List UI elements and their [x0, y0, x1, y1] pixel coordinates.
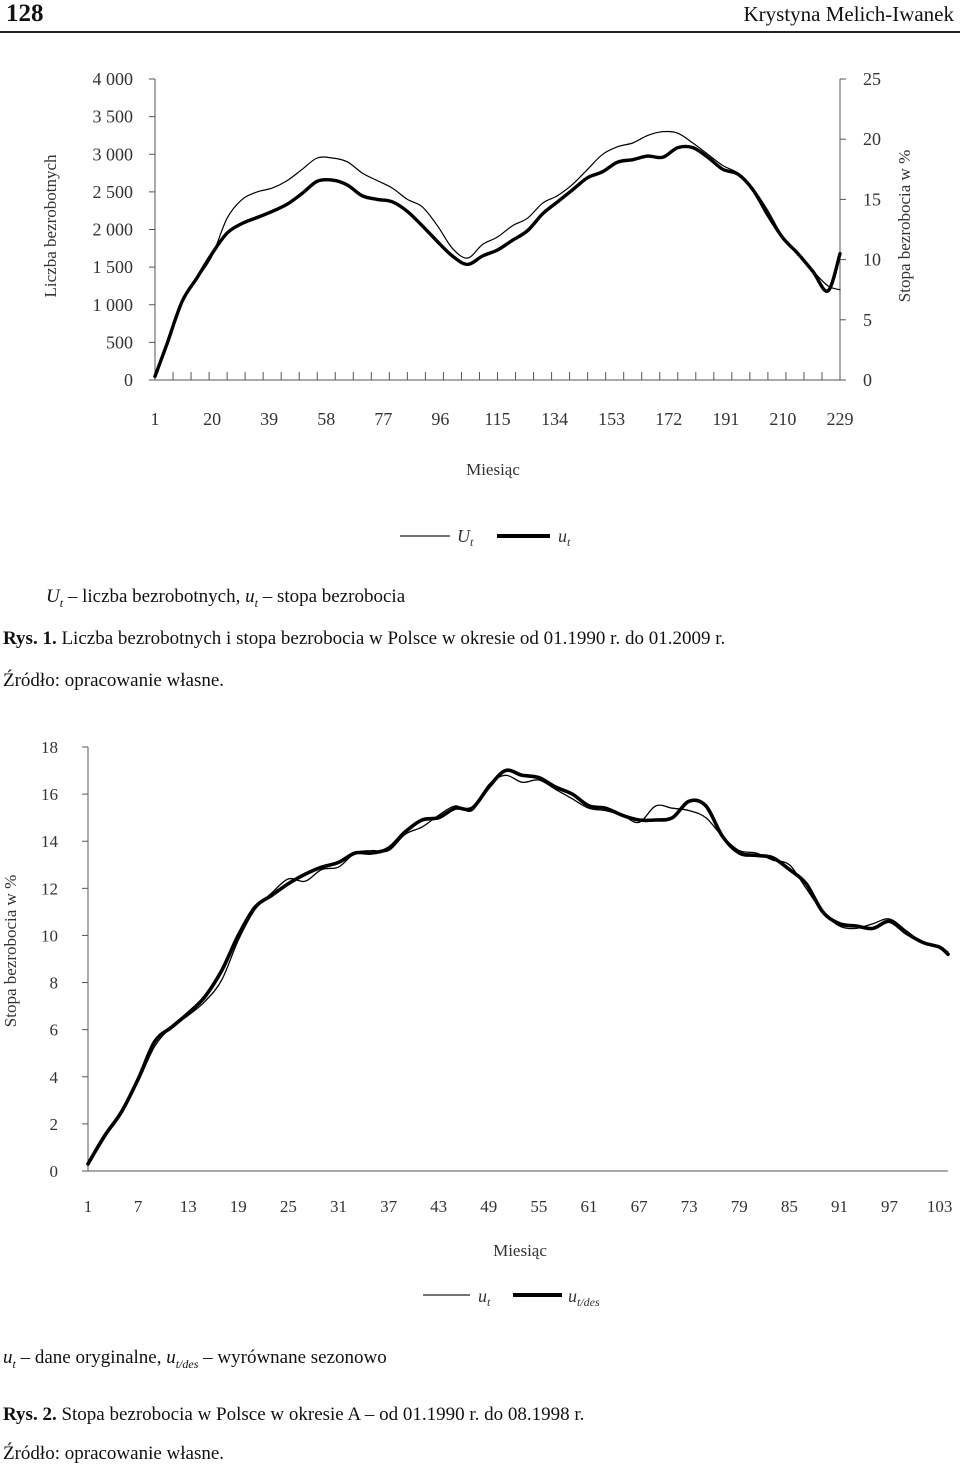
header-rule [0, 31, 960, 33]
figure-1-left-axis-label: Liczba bezrobotnych [41, 154, 60, 298]
x-tick-label: 1 [84, 1197, 93, 1216]
figure-2-axes: 0 2 4 6 8 10 12 14 16 18 1 7 13 19 25 31 37 43 49 55 61 67 73 7… [41, 738, 952, 1216]
y-left-tick-label: 3 000 [93, 144, 134, 164]
x-tick-label: 58 [317, 409, 335, 429]
y-tick-label: 4 [50, 1068, 59, 1087]
x-tick-label: 77 [374, 409, 392, 429]
figure-2-y-axis-label: Stopa bezrobocia w % [1, 875, 20, 1027]
y-left-tick-label: 2 000 [93, 220, 134, 240]
figure-2-note: ut – dane oryginalne, ut/des – wyrównane… [3, 1347, 387, 1371]
x-tick-label: 91 [831, 1197, 848, 1216]
figure-2-x-axis-label: Miesiąc [493, 1241, 547, 1260]
series-u-t-des-line [86, 768, 950, 1166]
y-left-tick-label: 3 500 [93, 107, 134, 127]
figure-1-note: Ut – liczba bezrobotnych, ut – stopa bez… [46, 586, 406, 610]
y-right-tick-label: 20 [863, 129, 881, 149]
x-tick-label: 49 [480, 1197, 497, 1216]
x-tick-label: 153 [598, 409, 625, 429]
y-tick-label: 2 [50, 1115, 59, 1134]
x-tick-label: 115 [484, 409, 510, 429]
legend-label-U-t: Ut [457, 526, 474, 549]
x-tick-label: 37 [380, 1197, 398, 1216]
x-tick-label: 97 [881, 1197, 899, 1216]
figure-1-chart: 0 500 1 000 1 500 2 000 2 500 3 000 3 500 4 000 0… [41, 69, 914, 549]
x-tick-label: 19 [230, 1197, 247, 1216]
figure-2-chart: 0 2 4 6 8 10 12 14 16 18 1 7 13 19 25 31 37 43 49 55 61 67 73 7… [1, 738, 952, 1309]
y-tick-label: 18 [41, 738, 58, 757]
series-u-t-line [153, 144, 842, 379]
x-tick-label: 96 [431, 409, 449, 429]
y-tick-label: 8 [50, 974, 59, 993]
figure-2-series [86, 768, 950, 1166]
x-tick-label: 191 [712, 409, 739, 429]
figure-1-source: Źródło: opracowanie własne. [3, 670, 225, 691]
y-right-tick-label: 0 [863, 370, 872, 390]
y-tick-label: 16 [41, 785, 58, 804]
y-tick-label: 12 [41, 879, 58, 898]
page-number: 128 [6, 0, 44, 27]
figure-1-axes: 0 500 1 000 1 500 2 000 2 500 3 000 3 500 4 000 0… [93, 69, 882, 429]
y-left-tick-label: 2 500 [93, 182, 134, 202]
running-head-author: Krystyna Melich-Iwanek [743, 2, 954, 26]
x-tick-label: 85 [781, 1197, 798, 1216]
x-tick-label: 67 [631, 1197, 649, 1216]
x-tick-label: 61 [580, 1197, 597, 1216]
y-left-tick-label: 0 [124, 370, 133, 390]
y-tick-label: 14 [41, 832, 59, 851]
x-tick-label: 39 [260, 409, 278, 429]
y-tick-label: 0 [50, 1162, 59, 1181]
x-tick-label: 7 [134, 1197, 143, 1216]
figure-1-caption: Rys. 1. Liczba bezrobotnych i stopa bezr… [3, 628, 726, 649]
legend-label-u-t-des: ut/des [568, 1286, 600, 1309]
series-u-t-line [87, 774, 949, 1165]
x-tick-label: 210 [769, 409, 796, 429]
figure-2-source: Źródło: opracowanie własne. [3, 1443, 225, 1464]
y-left-tick-label: 500 [106, 332, 133, 352]
y-right-tick-label: 15 [863, 189, 881, 209]
x-tick-label: 1 [151, 409, 160, 429]
figure-2-caption: Rys. 2. Stopa bezrobocia w Polsce w okre… [3, 1404, 585, 1425]
x-tick-label: 229 [827, 409, 854, 429]
series-U-t-line [154, 130, 841, 375]
figure-1-series [153, 130, 842, 379]
y-left-tick-label: 1 500 [93, 257, 134, 277]
y-tick-label: 6 [50, 1021, 59, 1040]
x-tick-label: 172 [655, 409, 682, 429]
x-tick-label: 134 [541, 409, 568, 429]
y-right-tick-label: 25 [863, 69, 881, 89]
y-left-tick-label: 4 000 [93, 69, 134, 89]
figure-1-x-axis-label: Miesiąc [466, 460, 520, 479]
x-tick-label: 13 [180, 1197, 197, 1216]
figure-1-right-axis-label: Stopa bezrobocia w % [895, 150, 914, 302]
legend-label-u-t: ut [478, 1286, 491, 1309]
x-tick-label: 31 [330, 1197, 347, 1216]
legend-label-u-t: ut [558, 526, 571, 549]
y-left-tick-label: 1 000 [93, 295, 134, 315]
y-right-tick-label: 5 [863, 310, 872, 330]
x-tick-label: 103 [927, 1197, 953, 1216]
x-tick-label: 55 [530, 1197, 547, 1216]
x-tick-label: 79 [731, 1197, 748, 1216]
x-tick-label: 25 [280, 1197, 297, 1216]
x-tick-label: 43 [430, 1197, 447, 1216]
y-right-tick-label: 10 [863, 250, 881, 270]
x-tick-label: 20 [203, 409, 221, 429]
y-tick-label: 10 [41, 926, 58, 945]
x-tick-label: 73 [681, 1197, 698, 1216]
